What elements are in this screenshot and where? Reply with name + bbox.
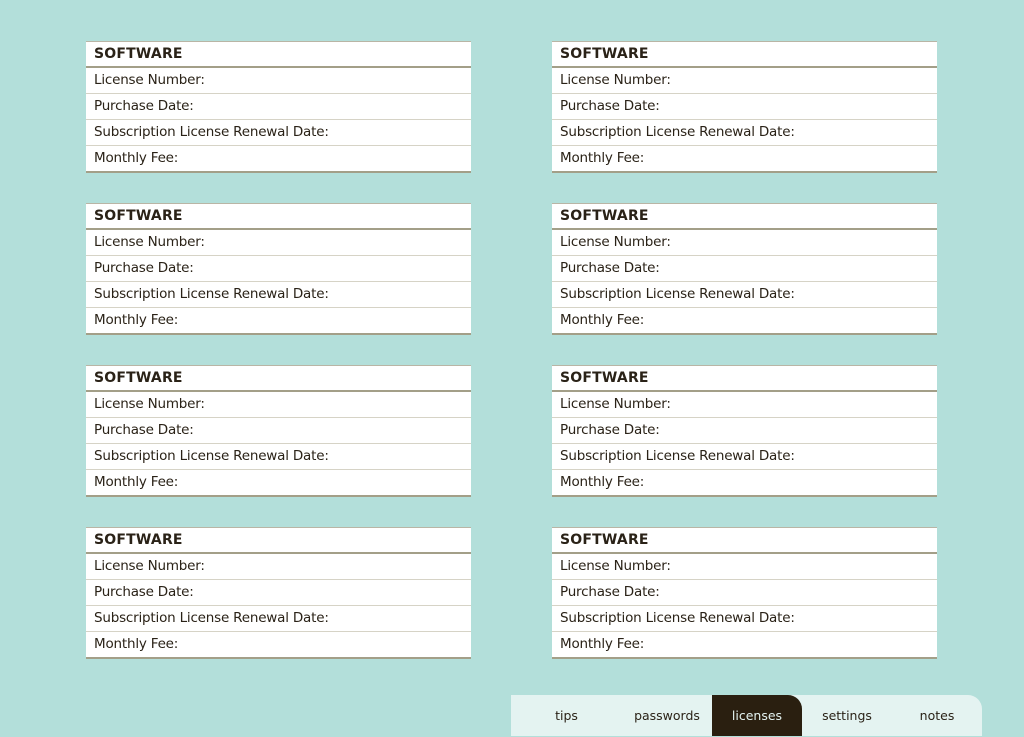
card-title: SOFTWARE bbox=[86, 528, 471, 554]
card-field[interactable]: License Number: bbox=[552, 554, 937, 580]
card-title: SOFTWARE bbox=[86, 42, 471, 68]
license-card: SOFTWARE License Number: Purchase Date: Sub… bbox=[86, 203, 471, 335]
card-field[interactable]: Subscription License Renewal Date: bbox=[552, 120, 937, 146]
card-field[interactable]: Monthly Fee: bbox=[86, 146, 471, 173]
card-title: SOFTWARE bbox=[552, 528, 937, 554]
card-field[interactable]: Subscription License Renewal Date: bbox=[552, 444, 937, 470]
card-field[interactable]: Monthly Fee: bbox=[86, 308, 471, 335]
card-field[interactable]: Purchase Date: bbox=[86, 418, 471, 444]
license-card: SOFTWARE License Number: Purchase Date: Sub… bbox=[86, 365, 471, 497]
tab-notes[interactable]: notes bbox=[919, 708, 955, 723]
tab-passwords[interactable]: passwords bbox=[634, 708, 700, 723]
card-field[interactable]: Purchase Date: bbox=[86, 256, 471, 282]
card-field[interactable]: Purchase Date: bbox=[552, 580, 937, 606]
license-card: SOFTWARE License Number: Purchase Date: Sub… bbox=[552, 527, 937, 659]
card-field[interactable]: Subscription License Renewal Date: bbox=[86, 606, 471, 632]
card-field[interactable]: License Number: bbox=[552, 68, 937, 94]
card-field[interactable]: Subscription License Renewal Date: bbox=[86, 282, 471, 308]
tab-licenses[interactable]: licenses bbox=[712, 695, 802, 736]
card-field[interactable]: Monthly Fee: bbox=[552, 470, 937, 497]
license-card: SOFTWARE License Number: Purchase Date: Sub… bbox=[552, 203, 937, 335]
card-title: SOFTWARE bbox=[552, 204, 937, 230]
card-field[interactable]: Monthly Fee: bbox=[86, 632, 471, 659]
card-title: SOFTWARE bbox=[86, 204, 471, 230]
card-field[interactable]: Monthly Fee: bbox=[552, 632, 937, 659]
card-field[interactable]: Monthly Fee: bbox=[86, 470, 471, 497]
card-field[interactable]: License Number: bbox=[86, 392, 471, 418]
card-field[interactable]: Subscription License Renewal Date: bbox=[86, 120, 471, 146]
license-card: SOFTWARE License Number: Purchase Date: Sub… bbox=[552, 365, 937, 497]
license-card: SOFTWARE License Number: Purchase Date: Sub… bbox=[86, 527, 471, 659]
license-card: SOFTWARE License Number: Purchase Date: Sub… bbox=[86, 41, 471, 173]
card-field[interactable]: License Number: bbox=[552, 392, 937, 418]
tab-settings[interactable]: settings bbox=[822, 708, 872, 723]
license-card: SOFTWARE License Number: Purchase Date: Sub… bbox=[552, 41, 937, 173]
card-field[interactable]: License Number: bbox=[552, 230, 937, 256]
card-field[interactable]: License Number: bbox=[86, 68, 471, 94]
card-field[interactable]: Purchase Date: bbox=[552, 256, 937, 282]
section-tabs: tips passwords licenses settings notes bbox=[511, 695, 982, 736]
tab-tips[interactable]: tips bbox=[555, 708, 578, 723]
card-field[interactable]: Purchase Date: bbox=[86, 94, 471, 120]
card-field[interactable]: License Number: bbox=[86, 554, 471, 580]
card-title: SOFTWARE bbox=[552, 42, 937, 68]
card-field[interactable]: Monthly Fee: bbox=[552, 146, 937, 173]
card-title: SOFTWARE bbox=[552, 366, 937, 392]
card-field[interactable]: Monthly Fee: bbox=[552, 308, 937, 335]
card-field[interactable]: Purchase Date: bbox=[552, 418, 937, 444]
card-field[interactable]: Subscription License Renewal Date: bbox=[552, 282, 937, 308]
card-title: SOFTWARE bbox=[86, 366, 471, 392]
card-field[interactable]: Subscription License Renewal Date: bbox=[552, 606, 937, 632]
card-field[interactable]: Purchase Date: bbox=[552, 94, 937, 120]
card-field[interactable]: License Number: bbox=[86, 230, 471, 256]
card-field[interactable]: Purchase Date: bbox=[86, 580, 471, 606]
card-field[interactable]: Subscription License Renewal Date: bbox=[86, 444, 471, 470]
